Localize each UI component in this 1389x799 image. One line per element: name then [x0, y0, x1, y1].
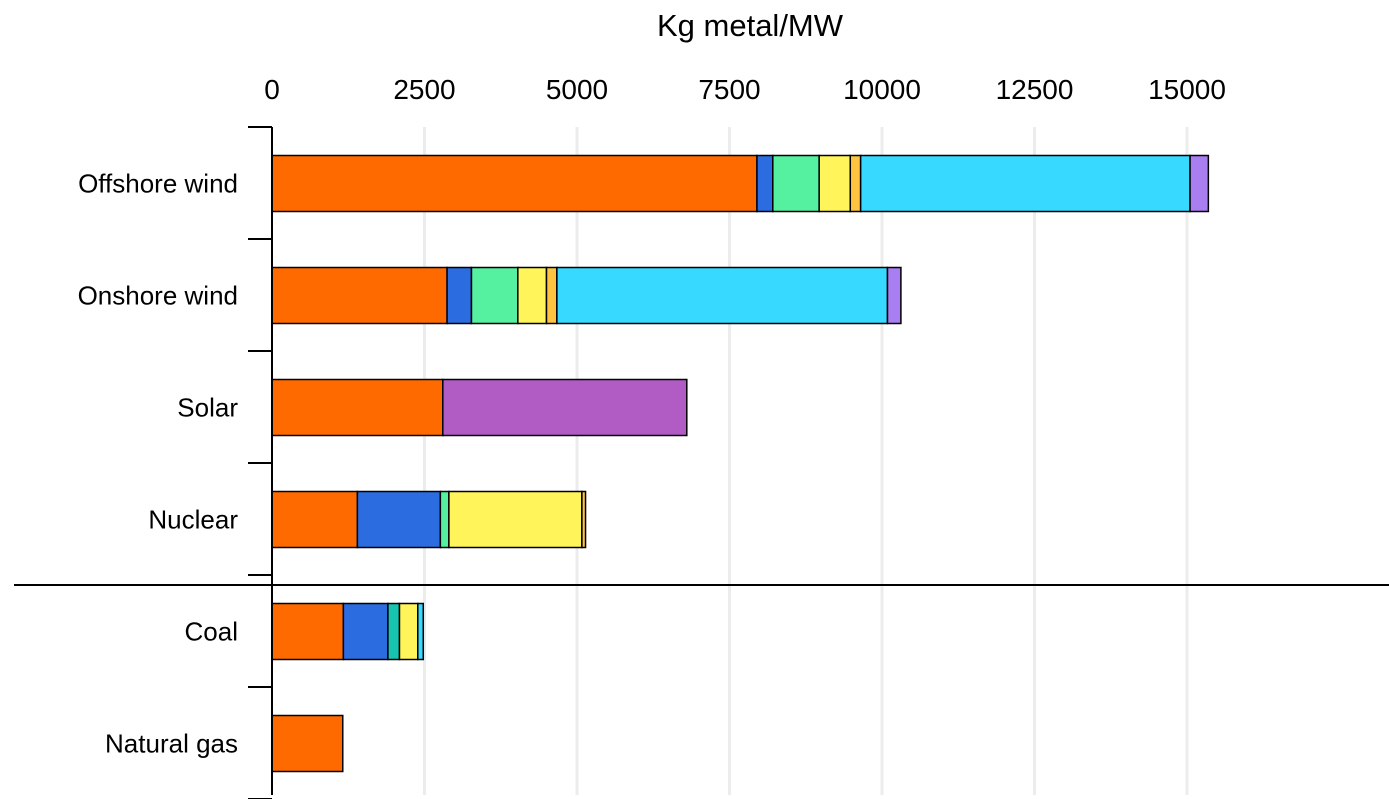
category-label: Natural gas — [105, 729, 238, 759]
bar-segment — [271, 714, 344, 773]
bar-segment — [271, 602, 345, 661]
bar-segment — [581, 490, 587, 549]
bars-layer — [271, 154, 1210, 773]
bar-segment — [446, 266, 473, 325]
bar-segment — [271, 378, 444, 437]
bar-segment — [886, 266, 902, 325]
bar-segment — [417, 602, 425, 661]
bar-segment — [439, 490, 450, 549]
category-label: Onshore wind — [78, 281, 238, 311]
bar-segment — [387, 602, 401, 661]
x-tick-label: 15000 — [1148, 74, 1226, 105]
category-label: Solar — [177, 393, 238, 423]
bar-segment — [556, 266, 889, 325]
bar-segment — [772, 154, 820, 213]
bar-segment — [517, 266, 548, 325]
bar-segment — [756, 154, 774, 213]
bar-segment — [818, 154, 852, 213]
bar-segment — [545, 266, 558, 325]
bar-segment — [271, 490, 359, 549]
bar-segment — [271, 154, 758, 213]
axis-layer — [14, 126, 1389, 799]
bar-segment — [271, 266, 448, 325]
bar-segment — [849, 154, 862, 213]
x-axis-title: Kg metal/MW — [657, 8, 844, 43]
x-tick-label: 5000 — [546, 74, 608, 105]
x-tick-label: 2500 — [393, 74, 455, 105]
bar-segment — [342, 602, 389, 661]
x-tick-label: 7500 — [698, 74, 760, 105]
labels-layer: 0 2500 5000 7500 10000 12500 15000 Offshore win… — [78, 74, 1226, 759]
category-label: Coal — [185, 617, 238, 647]
bar-segment — [398, 602, 419, 661]
bar-segment — [1189, 154, 1210, 213]
bar-segment — [859, 154, 1191, 213]
grid-layer — [423, 127, 1189, 795]
bar-segment — [470, 266, 519, 325]
x-tick-label: 12500 — [996, 74, 1074, 105]
x-tick-label: 10000 — [843, 74, 921, 105]
bar-segment — [448, 490, 583, 549]
bar-segment — [442, 378, 688, 437]
category-label: Offshore wind — [78, 169, 238, 199]
x-tick-label: 0 — [264, 74, 280, 105]
bar-segment — [356, 490, 442, 549]
category-label: Nuclear — [148, 505, 238, 535]
